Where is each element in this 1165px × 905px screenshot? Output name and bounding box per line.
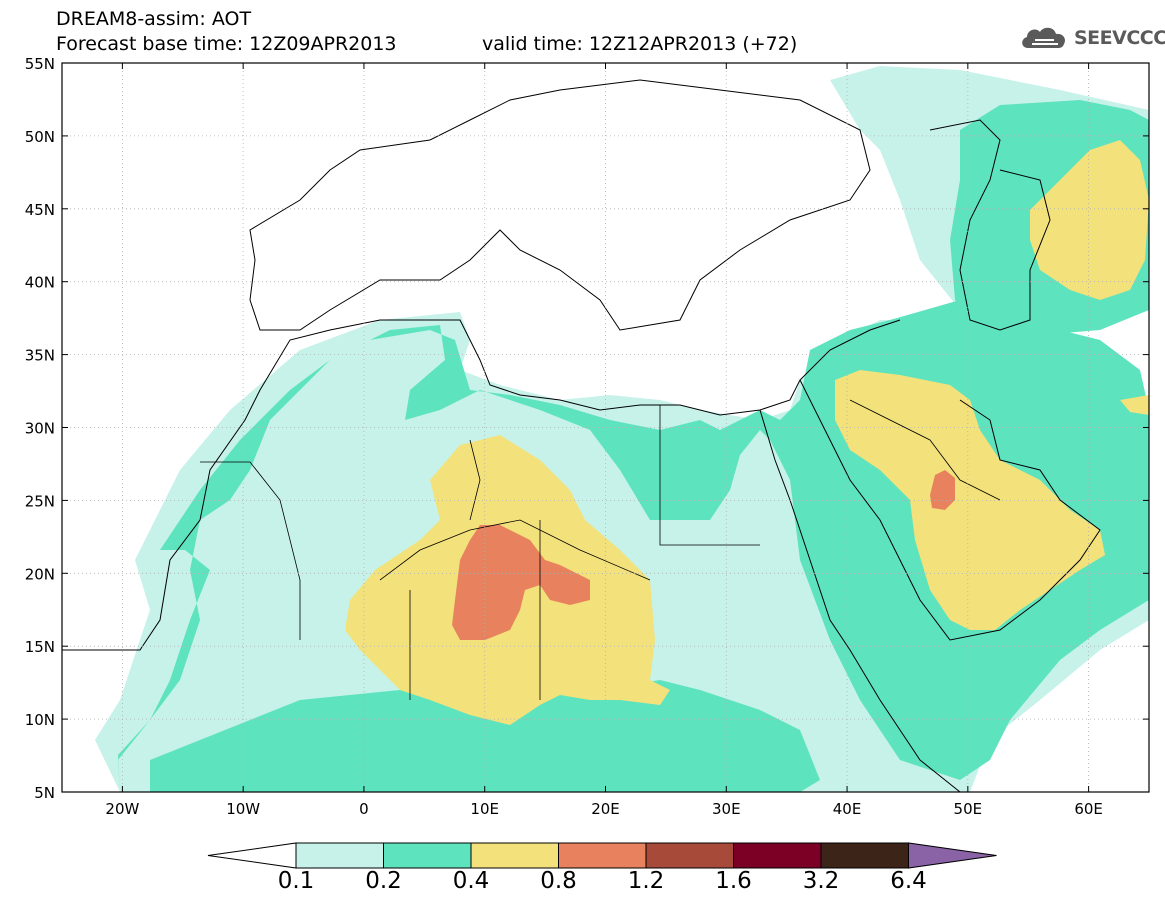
lon-tick-label: 0 [359, 800, 369, 818]
colorbar-swatch [558, 842, 647, 869]
colorbar-over-arrow [908, 842, 997, 869]
valid-time-label: valid time: 12Z12APR2013 (+72) [482, 33, 798, 55]
map-title: DREAM8-assim: AOT [56, 8, 252, 30]
lat-tick-label: 30N [25, 420, 55, 438]
colorbar-label: 0.2 [365, 868, 402, 894]
axis-ticks: 55N 50N 45N 40N 35N 30N 25N 20N 15N 10N 5N 20W 10W 0 1… [25, 55, 1149, 818]
colorbar-label: 6.4 [890, 868, 927, 894]
base-time-label: Forecast base time: 12Z09APR2013 valid ti… [56, 33, 797, 55]
colorbar-under-arrow [207, 842, 297, 869]
lon-tick-label: 50E [954, 800, 983, 818]
colorbar-swatch [820, 842, 909, 869]
lat-tick-label: 35N [25, 347, 55, 365]
lon-tick-label: 10E [470, 800, 499, 818]
colorbar-label: 0.4 [452, 868, 490, 894]
colorbar-label: 3.2 [802, 868, 840, 894]
colorbar-label: 0.8 [540, 868, 577, 894]
colorbar-swatch [733, 842, 822, 869]
colorbar-swatch [383, 842, 472, 869]
lon-tick-label: 40E [833, 800, 862, 818]
lon-tick-label: 10W [226, 800, 260, 818]
lon-tick-label: 20W [105, 800, 139, 818]
seevccc-logo: SEEVCCC [1018, 22, 1165, 54]
lat-tick-label: 50N [25, 128, 55, 146]
colorbar-swatch [645, 842, 734, 869]
lat-tick-label: 5N [34, 784, 55, 802]
colorbar-swatch [470, 842, 559, 869]
lat-tick-label: 15N [25, 638, 55, 656]
lon-tick-label: 60E [1074, 800, 1103, 818]
lon-tick-label: 20E [591, 800, 620, 818]
logo-text: SEEVCCC [1074, 27, 1165, 49]
colorbar-swatch [295, 842, 384, 869]
lat-tick-label: 40N [25, 274, 55, 292]
aot-level-0-8 [452, 470, 955, 640]
base-time-text: Forecast base time: 12Z09APR2013 [56, 33, 397, 55]
cloud-icon [1022, 27, 1066, 48]
lon-tick-label: 30E [712, 800, 741, 818]
colorbar-label: 0.1 [277, 868, 315, 894]
lat-tick-label: 10N [25, 711, 55, 729]
colorbar-label: 1.6 [715, 868, 752, 894]
colorbar-label: 1.2 [627, 868, 665, 894]
lat-tick-label: 45N [25, 201, 55, 219]
country-borders [200, 399, 1001, 700]
coastlines [62, 79, 1101, 792]
lat-tick-label: 20N [25, 565, 55, 583]
lat-tick-label: 25N [25, 492, 55, 510]
lat-tick-label: 55N [25, 55, 55, 73]
grid-lines [62, 63, 1149, 792]
